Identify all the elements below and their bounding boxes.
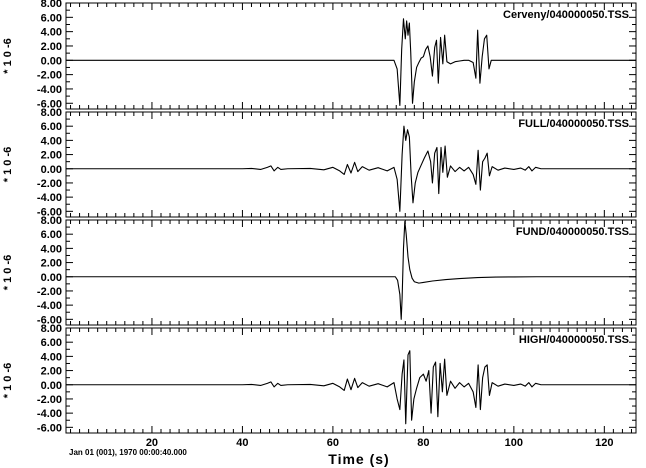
y-tick-label: 2.00: [41, 150, 62, 162]
y-tick-label: 6.00: [41, 121, 62, 133]
y-multiplier-label: * 1 0 -6: [2, 255, 14, 290]
y-tick-label: -4.00: [37, 300, 62, 312]
y-tick-label: 8.00: [41, 215, 62, 227]
trace-line: [66, 125, 636, 212]
y-tick-label: 4.00: [41, 351, 62, 363]
y-tick-label: -2.00: [37, 178, 62, 190]
y-tick-label: 6.00: [41, 337, 62, 349]
y-tick-label: -2.00: [37, 394, 62, 406]
trace-line: [66, 220, 636, 320]
panel-title: FUND/040000050.TSS: [516, 226, 629, 238]
y-tick-label: -2.00: [37, 286, 62, 298]
y-tick-label: 0.00: [41, 164, 62, 176]
y-tick-label: -4.00: [37, 84, 62, 96]
x-tick-label: 80: [417, 437, 429, 449]
y-tick-label: -6.00: [37, 206, 62, 218]
x-axis-label: Time (s): [328, 451, 389, 467]
y-tick-label: 8.00: [41, 0, 62, 10]
date-label: Jan 01 (001), 1970 00:00:40.000: [69, 448, 187, 457]
y-tick-label: -4.00: [37, 192, 62, 204]
y-multiplier-label: * 1 0 -6: [2, 147, 14, 182]
x-tick-label: 100: [505, 437, 523, 449]
x-tick-label: 40: [236, 437, 248, 449]
y-tick-label: 6.00: [41, 229, 62, 241]
y-tick-label: 2.00: [41, 366, 62, 378]
panel-title: FULL/040000050.TSS: [518, 118, 629, 130]
y-tick-label: 4.00: [41, 27, 62, 39]
y-tick-label: 4.00: [41, 243, 62, 255]
y-tick-label: 8.00: [41, 107, 62, 119]
panel-title: HIGH/040000050.TSS: [519, 334, 629, 346]
trace-line: [66, 18, 636, 106]
y-tick-label: 8.00: [41, 323, 62, 335]
y-multiplier-label: * 1 0 -6: [2, 38, 14, 73]
trace-line: [66, 350, 636, 425]
y-tick-label: 2.00: [41, 258, 62, 270]
y-tick-label: 2.00: [41, 41, 62, 53]
y-tick-label: -4.00: [37, 408, 62, 420]
y-tick-label: -6.00: [37, 422, 62, 434]
y-tick-label: 0.00: [41, 272, 62, 284]
y-tick-label: 0.00: [41, 55, 62, 67]
x-tick-label: 60: [327, 437, 339, 449]
y-tick-label: -6.00: [37, 314, 62, 326]
y-tick-label: -6.00: [37, 98, 62, 110]
y-multiplier-label: * 1 0 -6: [2, 363, 14, 398]
panel-title: Cerveny/040000050.TSS: [503, 9, 629, 21]
y-tick-label: 0.00: [41, 380, 62, 392]
x-tick-label: 20: [146, 437, 158, 449]
y-tick-label: 6.00: [41, 12, 62, 24]
y-tick-label: -2.00: [37, 70, 62, 82]
x-tick-label: 120: [595, 437, 613, 449]
y-tick-label: 4.00: [41, 135, 62, 147]
